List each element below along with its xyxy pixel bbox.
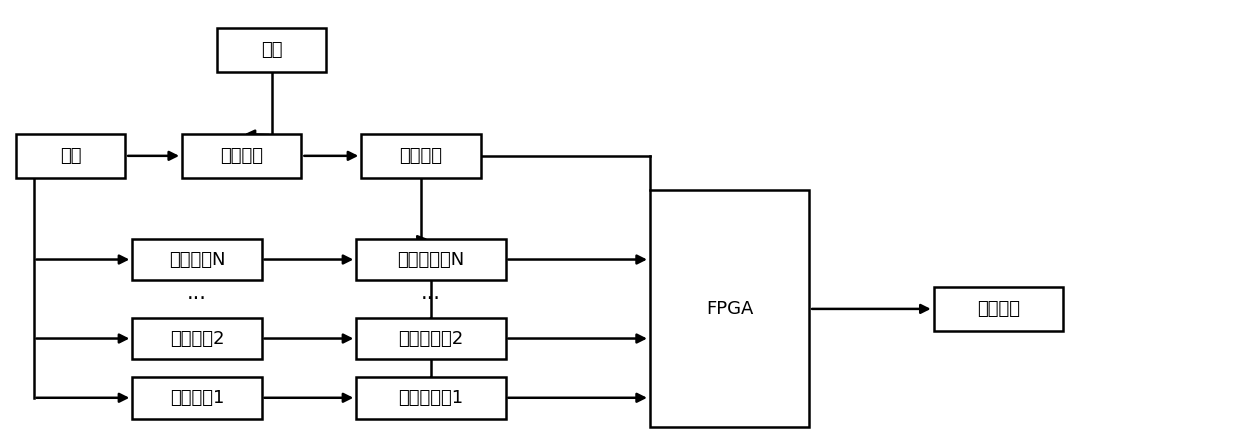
Text: 模拟比较器2: 模拟比较器2 <box>398 329 464 348</box>
Text: ···: ··· <box>420 289 440 309</box>
Bar <box>934 287 1063 331</box>
Bar <box>133 377 262 419</box>
Text: FPGA: FPGA <box>706 300 753 318</box>
Text: 分压电路N: 分压电路N <box>169 250 226 269</box>
Bar <box>16 134 125 178</box>
Bar <box>356 318 506 359</box>
Bar <box>361 134 481 178</box>
Bar <box>133 318 262 359</box>
Text: 模拟比较器1: 模拟比较器1 <box>398 389 464 407</box>
Bar <box>217 28 326 72</box>
Text: 分压电路1: 分压电路1 <box>170 389 224 407</box>
Text: 弧光: 弧光 <box>260 41 283 59</box>
Text: 模拟滤波: 模拟滤波 <box>399 147 443 165</box>
Text: 电源: 电源 <box>60 147 82 165</box>
Text: 光电转换: 光电转换 <box>221 147 263 165</box>
Bar <box>356 377 506 419</box>
Text: 弧光波形: 弧光波形 <box>977 300 1019 318</box>
Bar <box>182 134 301 178</box>
Bar <box>133 239 262 280</box>
Text: 分压电路2: 分压电路2 <box>170 329 224 348</box>
Bar <box>356 239 506 280</box>
Bar <box>650 190 810 428</box>
Text: ···: ··· <box>187 289 207 309</box>
Text: 模拟比较器N: 模拟比较器N <box>397 250 465 269</box>
